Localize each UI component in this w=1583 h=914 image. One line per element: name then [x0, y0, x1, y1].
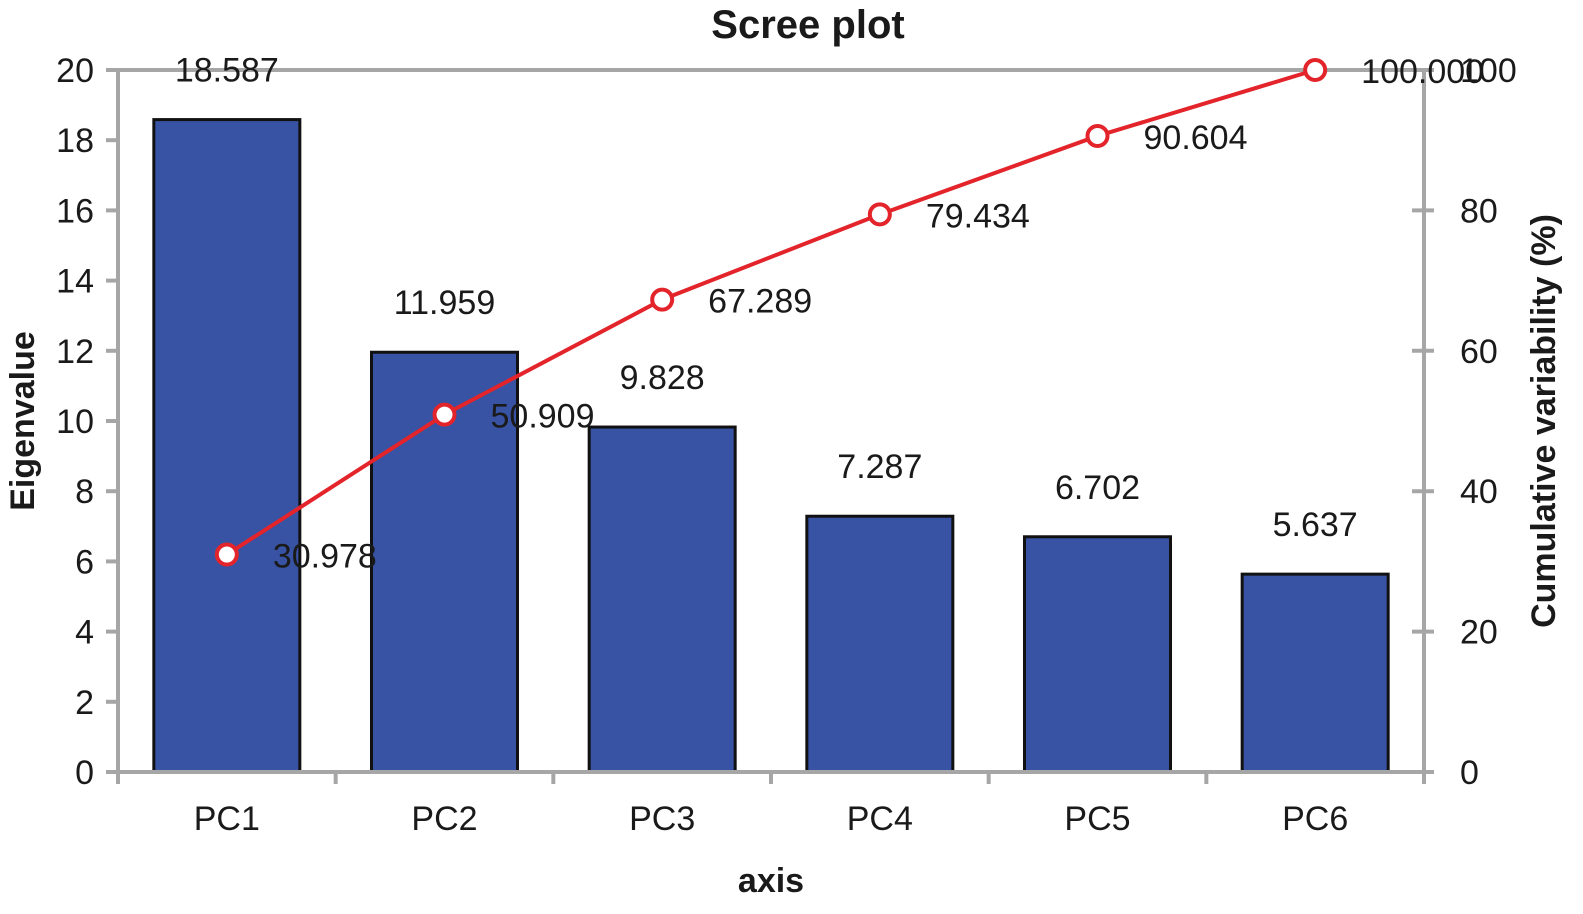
y-tick-label: 4	[75, 614, 94, 652]
bar-value-label: 9.828	[620, 359, 705, 397]
y-tick-label: 20	[56, 52, 94, 90]
bar-value-label: 7.287	[837, 448, 922, 486]
y2-tick-label: 100	[1460, 52, 1517, 90]
y-tick-label: 8	[75, 473, 94, 511]
bar-pc3	[587, 425, 737, 774]
cumulative-point-pc3	[650, 287, 675, 312]
x-tick-label: PC5	[1064, 800, 1130, 838]
cumulative-value-label: 100.000	[1361, 53, 1484, 91]
y-tick-label: 12	[56, 333, 94, 371]
y-tick-label: 14	[56, 263, 94, 301]
y-tick-label: 0	[75, 754, 94, 792]
bar-pc5	[1023, 535, 1172, 774]
x-tick-label: PC4	[847, 800, 913, 838]
cumulative-point-pc1	[214, 542, 239, 567]
y-tick-label: 16	[56, 192, 94, 230]
cumulative-value-label: 90.604	[1144, 119, 1248, 157]
bar-value-label: 11.959	[394, 284, 495, 322]
bar-value-label: 18.587	[175, 52, 279, 90]
cumulative-value-label: 67.289	[708, 283, 812, 321]
x-tick-label: PC3	[629, 800, 695, 838]
cumulative-line	[225, 68, 1316, 557]
chart-title: Scree plot	[711, 3, 904, 47]
y2-axis-title: Cumulative variability (%)	[1525, 214, 1563, 628]
bar-value-label: 5.637	[1273, 506, 1358, 544]
x-axis-title: axis	[738, 862, 804, 900]
bar-pc4	[805, 514, 955, 774]
y-axis-title: Eigenvalue	[4, 331, 42, 511]
cumulative-point-pc2	[432, 402, 457, 427]
x-tick-label: PC2	[411, 800, 477, 838]
cumulative-point-pc4	[867, 202, 892, 227]
y2-tick-label: 80	[1460, 192, 1498, 230]
y2-tick-label: 60	[1460, 333, 1498, 371]
cumulative-point-pc6	[1303, 58, 1328, 82]
y2-tick-label: 40	[1460, 473, 1498, 511]
plot-area: 0 2 4 6 8 10 12 14 16 18 20 0 20 40 60 80 100 PC1 PC2 PC3 PC…	[56, 52, 1517, 838]
x-tick-label: PC1	[194, 800, 260, 838]
y-tick-label: 2	[75, 684, 94, 722]
x-tick-label: PC6	[1282, 800, 1348, 838]
y2-tick-label: 20	[1460, 614, 1498, 652]
cumulative-point-pc5	[1085, 123, 1110, 148]
bar-value-label: 6.702	[1055, 469, 1140, 507]
bar-pc6	[1240, 572, 1390, 774]
cumulative-value-label: 30.978	[273, 538, 377, 576]
y-tick-label: 18	[56, 122, 94, 160]
bar-pc1	[152, 118, 302, 774]
y2-tick-label: 0	[1460, 754, 1479, 792]
cumulative-value-label: 79.434	[926, 197, 1030, 235]
y-tick-label: 6	[75, 543, 94, 581]
cumulative-value-label: 50.909	[491, 398, 595, 436]
y-tick-label: 10	[56, 403, 94, 441]
